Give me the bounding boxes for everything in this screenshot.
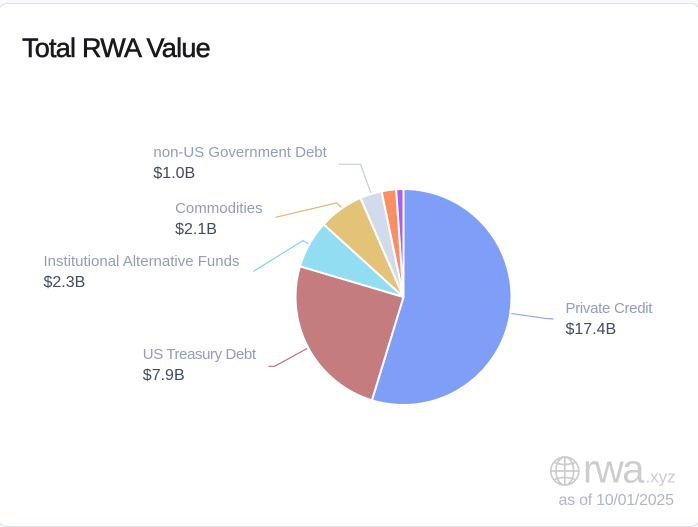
svg-text:.xyz: .xyz: [645, 467, 675, 486]
svg-text:rwa: rwa: [583, 447, 645, 491]
